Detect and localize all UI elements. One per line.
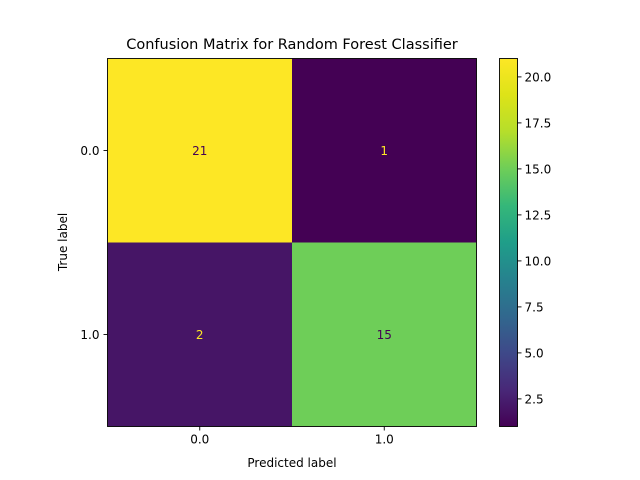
- colorbar-tick-label: 20.0: [525, 70, 552, 84]
- matrix-cell: [292, 242, 477, 427]
- colorbar: [499, 58, 518, 427]
- chart-title: Confusion Matrix for Random Forest Class…: [126, 37, 458, 53]
- matrix-cell-label: 2: [196, 328, 204, 342]
- matrix-cell-label: 21: [192, 144, 207, 158]
- matrix-cell-label: 1: [380, 144, 388, 158]
- y-tick-label: 0.0: [80, 144, 99, 158]
- y-axis-label: True label: [56, 213, 70, 272]
- matrix-cell: [107, 242, 292, 427]
- colorbar-tick-label: 2.5: [525, 392, 544, 406]
- colorbar-ticks: 2.5 5.0 7.5 10.0 12.5 15.0 17.5 20.0: [517, 70, 552, 406]
- x-axis-ticks: 0.0 1.0: [190, 426, 394, 447]
- y-tick-label: 1.0: [80, 328, 99, 342]
- colorbar-tick-label: 7.5: [525, 300, 544, 314]
- x-tick-label: 0.0: [190, 433, 209, 447]
- matrix-cell-label: 15: [377, 328, 392, 342]
- matrix-cell: [107, 58, 292, 243]
- colorbar-tick-label: 12.5: [525, 208, 552, 222]
- matrix-cell-labels: 21 1 2 15: [192, 144, 392, 342]
- colorbar-tick-label: 10.0: [525, 254, 552, 268]
- colorbar-tick-label: 5.0: [525, 346, 544, 360]
- y-axis-ticks: 0.0 1.0: [80, 144, 108, 342]
- matrix-cells: [107, 58, 477, 427]
- x-axis-label: Predicted label: [247, 456, 336, 470]
- colorbar-tick-label: 17.5: [525, 116, 552, 130]
- colorbar-tick-label: 15.0: [525, 162, 552, 176]
- matrix-cell: [292, 58, 477, 243]
- matrix-frame: [107, 58, 477, 427]
- x-tick-label: 1.0: [375, 433, 394, 447]
